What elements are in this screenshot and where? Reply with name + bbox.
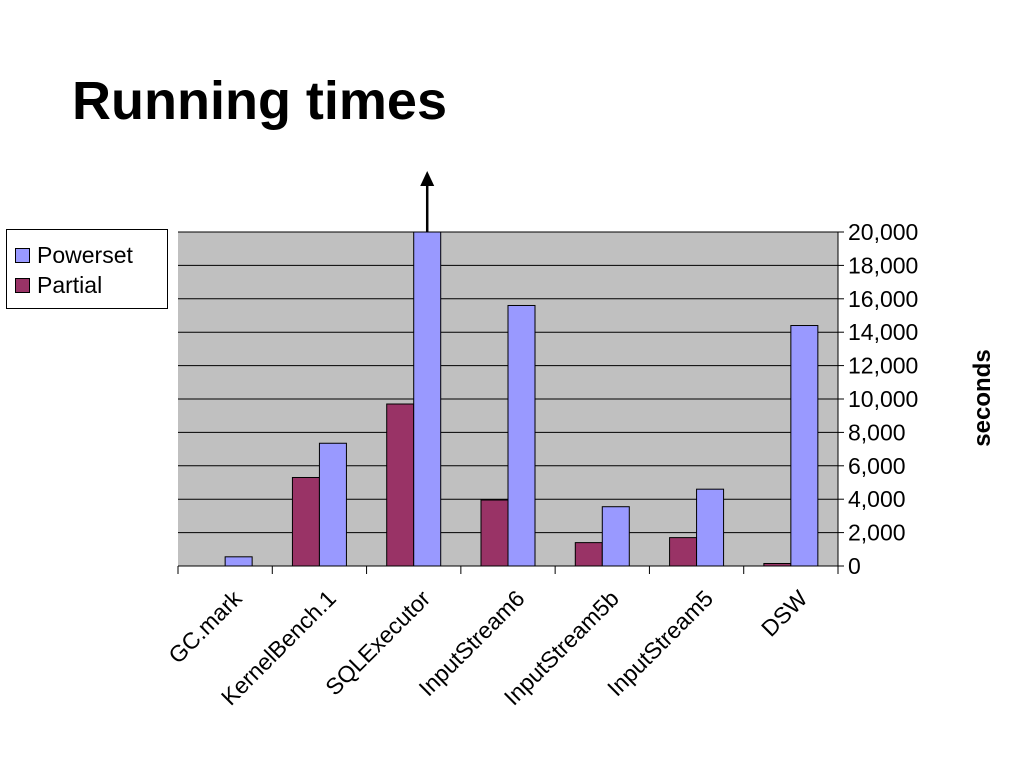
legend-label-partial: Partial	[37, 271, 103, 298]
y-tick-label: 14,000	[848, 319, 918, 345]
x-tick-label: GC.mark	[163, 585, 247, 669]
y-tick-label: 6,000	[848, 453, 906, 479]
bar-powerset-inputstream5	[696, 488, 725, 567]
overflow-arrow-head	[420, 171, 435, 186]
y-tick-label: 12,000	[848, 353, 918, 379]
bar-powerset-gc-mark	[224, 556, 253, 567]
bar-powerset-inputstream5b	[601, 506, 630, 567]
bar-powerset-inputstream6	[507, 304, 536, 567]
legend-swatch-partial	[15, 277, 30, 293]
y-tick-label: 18,000	[848, 252, 918, 278]
y-tick-label: 4,000	[848, 486, 906, 512]
x-tick-label: DSW	[756, 585, 813, 642]
bar-partial-sqlexecutor	[386, 403, 415, 567]
legend-item-powerset: Powerset	[15, 242, 133, 268]
legend-swatch-powerset	[15, 247, 30, 263]
bar-partial-inputstream5	[669, 537, 698, 567]
legend-item-partial: Partial	[15, 272, 102, 298]
bar-partial-kernelbench-1	[291, 476, 320, 567]
slide-title: Running times	[72, 71, 447, 131]
bar-powerset-sqlexecutor	[413, 231, 442, 567]
y-tick-label: 0	[848, 553, 861, 579]
bar-partial-inputstream5b	[574, 542, 603, 567]
y-tick-label: 16,000	[848, 286, 918, 312]
y-tick-label: 20,000	[848, 219, 918, 245]
y-tick-label: 10,000	[848, 386, 918, 412]
bar-partial-inputstream6	[480, 499, 509, 567]
bar-powerset-dsw	[790, 325, 819, 567]
legend-label-powerset: Powerset	[37, 241, 133, 268]
bar-powerset-kernelbench-1	[318, 442, 347, 567]
y-tick-label: 8,000	[848, 419, 906, 445]
y-tick-label: 2,000	[848, 520, 906, 546]
chart-legend: Powerset Partial	[6, 229, 168, 309]
y-axis-label: seconds	[969, 349, 996, 446]
bar-partial-dsw	[763, 562, 792, 567]
